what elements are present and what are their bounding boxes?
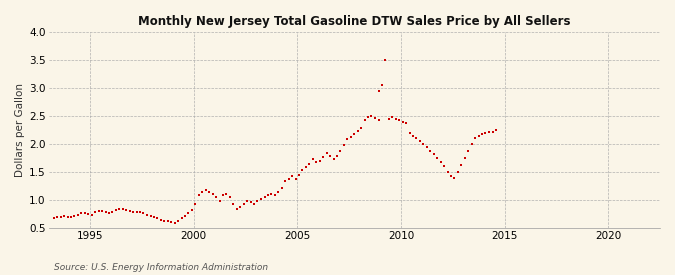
Text: Source: U.S. Energy Information Administration: Source: U.S. Energy Information Administ…: [54, 263, 268, 272]
Title: Monthly New Jersey Total Gasoline DTW Sales Price by All Sellers: Monthly New Jersey Total Gasoline DTW Sa…: [138, 15, 570, 28]
Y-axis label: Dollars per Gallon: Dollars per Gallon: [15, 83, 25, 177]
